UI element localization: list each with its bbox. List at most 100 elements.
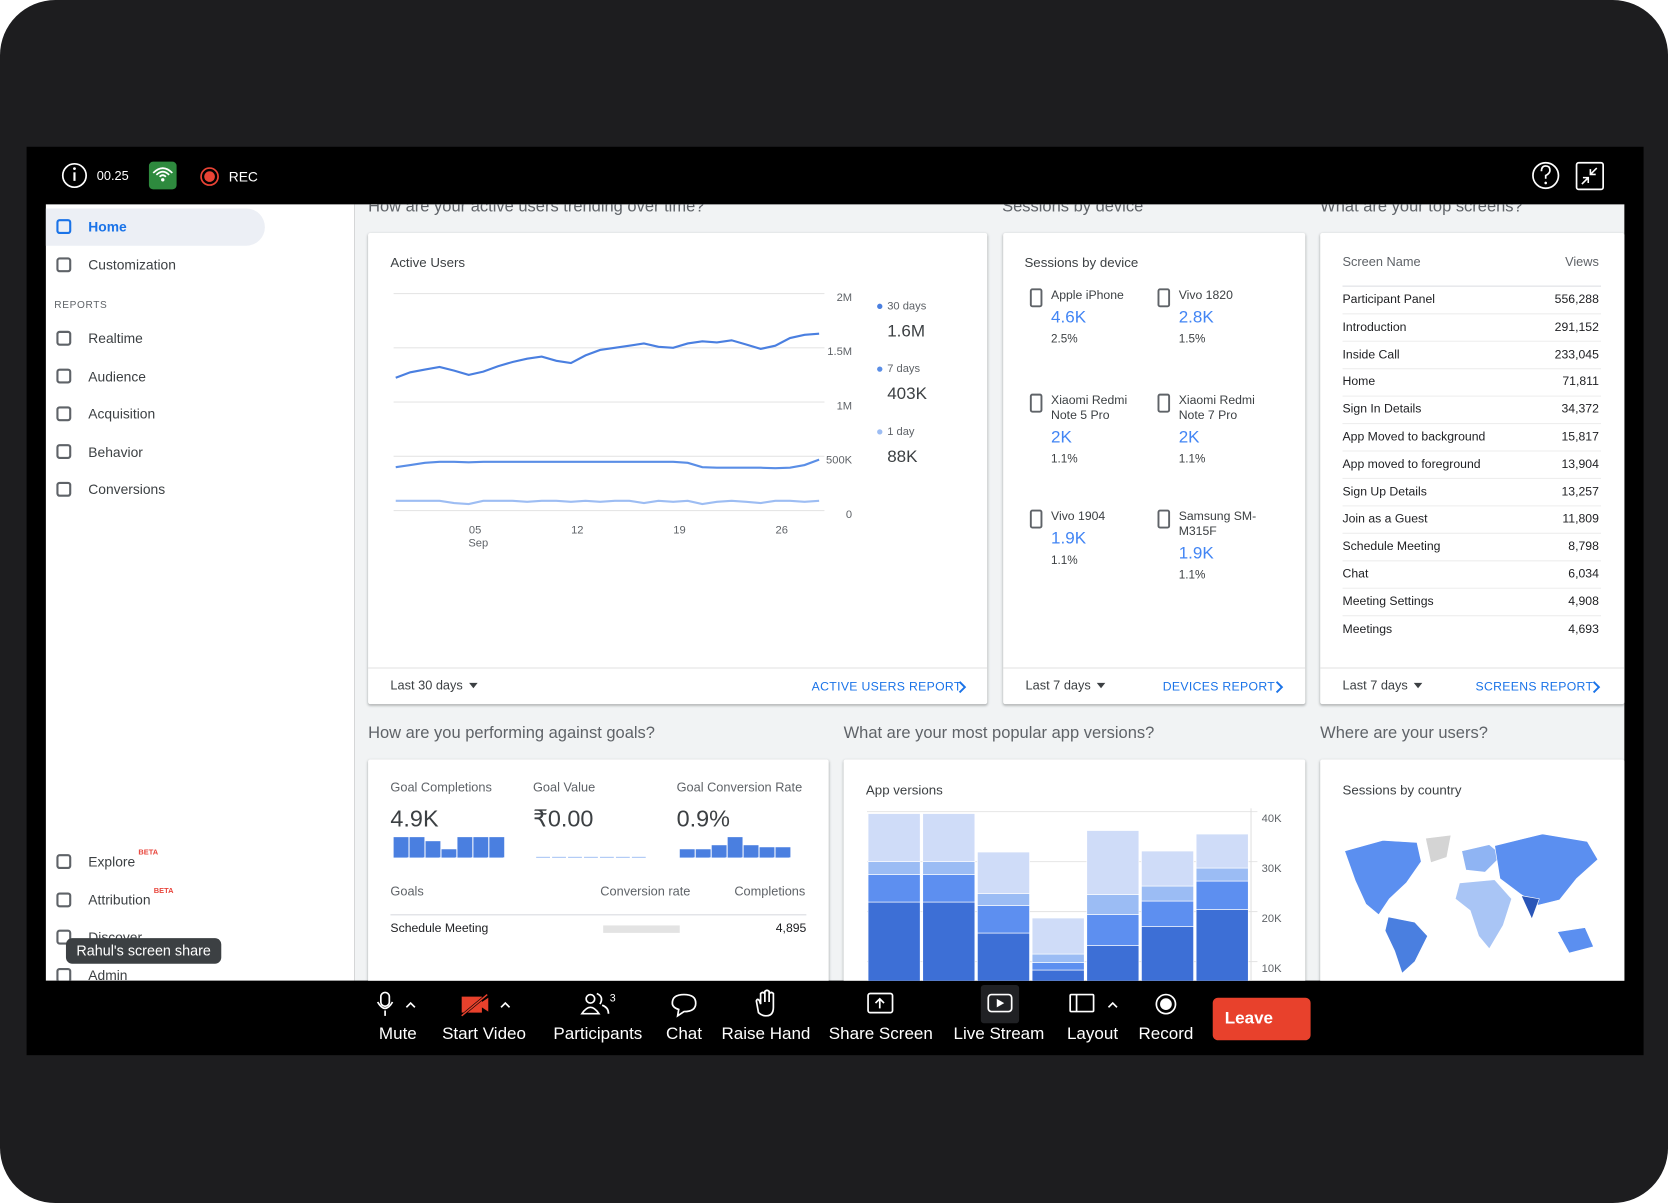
help-dot	[1544, 181, 1547, 185]
screen-views: 13,904	[1561, 458, 1599, 472]
trend-bar	[473, 837, 489, 858]
nav-item[interactable]: Attribution BETA	[88, 888, 173, 908]
device-sessions: 2K	[1051, 428, 1072, 447]
nav-item[interactable]: Home	[88, 218, 127, 235]
screen-name: Introduction	[1342, 321, 1407, 334]
options-caret	[405, 1001, 416, 1008]
report-link[interactable]: SCREENS REPORT	[1475, 680, 1594, 694]
y-tick-label: 0	[846, 509, 852, 521]
card-title: Sessions by device	[1024, 255, 1139, 271]
nav-item[interactable]: Admin	[88, 967, 127, 980]
leave-button[interactable]: Leave	[1212, 997, 1311, 1041]
trend-bar	[425, 841, 441, 858]
table-header: Screen Name	[1342, 254, 1421, 270]
section-heading: Sessions by device	[1002, 197, 1144, 216]
series-line	[395, 458, 820, 470]
device-share: 2.5%	[1051, 332, 1078, 346]
legend-summary: 403K	[887, 384, 927, 403]
x-tick-label: 05	[469, 525, 481, 537]
section-heading: How are your active users trending over …	[368, 197, 705, 216]
trend-bar	[711, 845, 727, 858]
period-selector[interactable]: Last 7 days	[1342, 677, 1408, 693]
section-heading: Where are your users?	[1320, 724, 1488, 743]
nav-item[interactable]: Acquisition	[88, 405, 156, 422]
card	[368, 232, 988, 705]
device-name: Apple iPhone	[1051, 289, 1124, 303]
report-link[interactable]: ACTIVE USERS REPORT	[811, 680, 962, 694]
bar-segment	[1141, 850, 1194, 887]
phone-icon	[1029, 509, 1043, 529]
report-link[interactable]: DEVICES REPORT	[1162, 680, 1276, 694]
legend-summary: 1.6M	[887, 321, 925, 340]
legend-dot	[877, 429, 883, 435]
toolbar-button[interactable]: Participants	[553, 1025, 643, 1044]
legend-dot	[877, 366, 883, 372]
wifi-dot	[161, 178, 165, 182]
wifi-arc	[155, 170, 170, 176]
help-glyph	[1540, 165, 1551, 179]
legend-dot	[877, 303, 883, 310]
device-share: 1.1%	[1051, 453, 1078, 466]
nav-item[interactable]: Behavior	[88, 443, 143, 460]
toolbar-button[interactable]: Start Video	[442, 1025, 526, 1044]
nav-icon	[56, 967, 72, 981]
beta-badge: BETA	[138, 849, 159, 857]
map-region	[1520, 895, 1540, 920]
info-icon-stem	[73, 172, 76, 181]
nav-item[interactable]: Audience	[88, 368, 146, 384]
nav-icon	[56, 854, 72, 870]
device-share: 1.1%	[1051, 554, 1078, 567]
participant-count: 3	[609, 992, 616, 1005]
layout-icon	[1069, 993, 1095, 1013]
legend-label: 7 days	[887, 363, 920, 375]
goal-completions: 4,895	[775, 922, 807, 935]
screen-views: 13,257	[1561, 485, 1599, 499]
toolbar-button[interactable]: Live Stream	[953, 1025, 1045, 1044]
screen-views: 15,817	[1561, 430, 1599, 444]
screen-name: Join as a Guest	[1342, 513, 1428, 526]
toolbar-button[interactable]: Layout	[1066, 1025, 1119, 1044]
map-region	[1461, 844, 1503, 873]
screen-views: 291,152	[1554, 321, 1599, 334]
screen-views: 233,045	[1554, 348, 1599, 362]
screen-name: Schedule Meeting	[1342, 540, 1441, 554]
phone-icon	[1157, 288, 1171, 308]
screen-views: 11,809	[1562, 513, 1599, 526]
nav-item-label: Attribution	[88, 891, 151, 908]
nav-item[interactable]: Realtime	[88, 330, 143, 347]
nav-item[interactable]: Customization	[88, 256, 176, 273]
map-region	[1494, 833, 1599, 906]
wifi-arc	[158, 174, 167, 178]
period-selector[interactable]: Last 30 days	[390, 677, 463, 693]
section-heading: What are your top screens?	[1320, 197, 1523, 216]
section-heading: What are your most popular app versions?	[843, 724, 1155, 743]
video-slash	[461, 993, 488, 1017]
toolbar-button[interactable]: Mute	[378, 1025, 417, 1044]
legend-summary: 88K	[887, 447, 918, 466]
chat-icon	[671, 993, 697, 1018]
toolbar-button[interactable]: Raise Hand	[721, 1025, 811, 1044]
participants-icon	[585, 993, 596, 1004]
y-tick-label: 2M	[837, 292, 853, 304]
nav-item[interactable]: Explore BETA	[88, 849, 158, 870]
bar-segment	[922, 874, 976, 903]
screen-views: 4,693	[1568, 622, 1599, 636]
card	[1003, 232, 1306, 705]
screen-name: App moved to foreground	[1342, 458, 1481, 472]
nav-item-label: Explore	[88, 853, 136, 870]
phone-icon	[1029, 288, 1043, 308]
period-selector[interactable]: Last 7 days	[1025, 677, 1091, 693]
live-stream-icon	[987, 993, 1013, 1013]
nav-item[interactable]: Conversions	[88, 481, 166, 498]
share-screen-icon	[867, 992, 894, 1014]
screen-views: 4,908	[1568, 595, 1599, 609]
wifi-arc	[152, 167, 173, 174]
device-sessions: 1.9K	[1051, 529, 1087, 548]
toolbar-button[interactable]: Chat	[666, 1025, 702, 1044]
trend-bar	[759, 847, 775, 858]
toolbar-button[interactable]: Record	[1138, 1025, 1194, 1044]
options-caret	[1107, 1001, 1118, 1008]
toolbar-button[interactable]: Share Screen	[828, 1025, 933, 1044]
